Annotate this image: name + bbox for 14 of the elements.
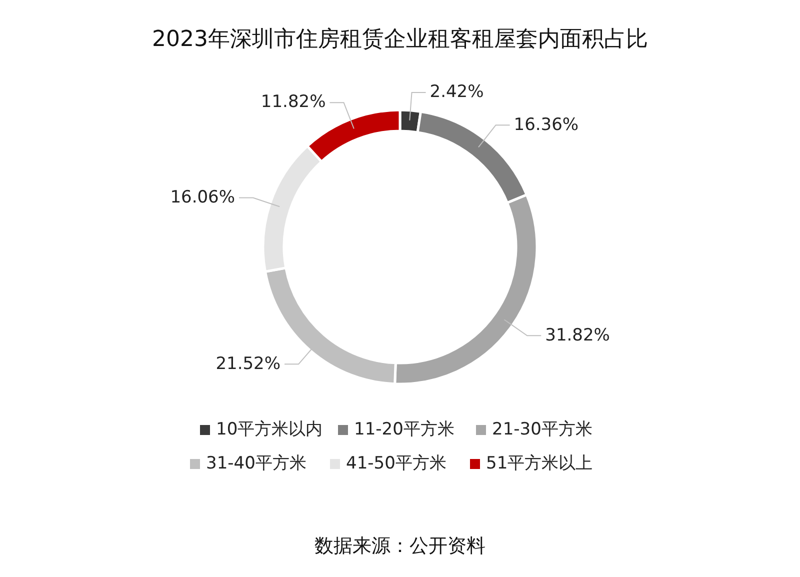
legend-label: 10平方米以内 — [216, 420, 323, 440]
source-note: 数据来源：公开资料 — [314, 535, 486, 558]
chart-title: 2023年深圳市住房租赁企业租客租屋套内面积占比 — [152, 27, 648, 52]
data-label: 2.42% — [430, 82, 484, 102]
legend-label: 11-20平方米 — [354, 420, 454, 440]
legend-label: 21-30平方米 — [492, 420, 592, 440]
data-label: 11.82% — [260, 92, 326, 112]
data-label: 21.52% — [216, 354, 281, 374]
data-label: 31.82% — [545, 325, 610, 346]
legend-label: 41-50平方米 — [346, 454, 446, 474]
legend-label: 51平方米以上 — [486, 454, 593, 474]
legend-label: 31-40平方米 — [206, 454, 306, 474]
data-label: 16.06% — [170, 187, 236, 208]
data-label: 16.36% — [514, 114, 579, 135]
